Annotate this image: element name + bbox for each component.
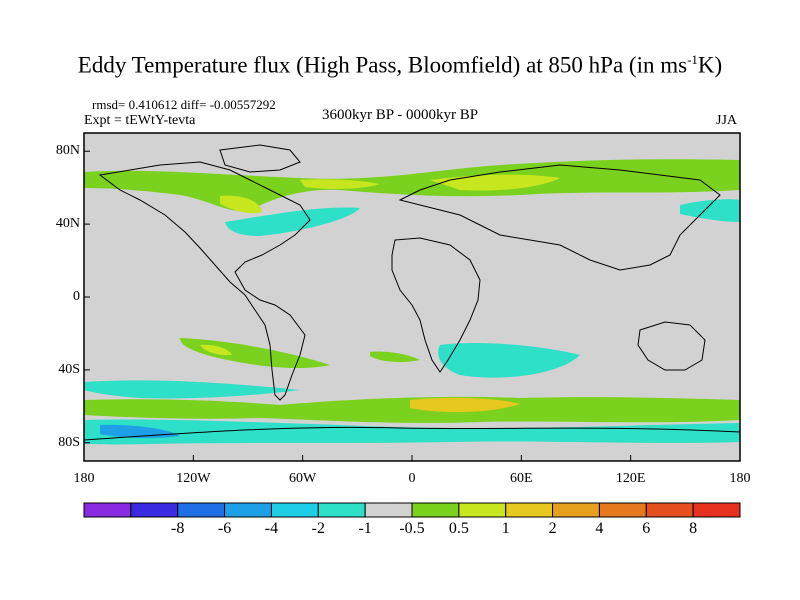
colorbar-swatch [83, 502, 132, 518]
colorbar-label: 4 [595, 520, 604, 537]
colorbar-swatch [317, 502, 366, 518]
colorbar-label: 1 [501, 520, 510, 537]
nh-yellow-patch-3 [220, 195, 262, 214]
sh-indian-negative [438, 343, 580, 378]
experiment-label: Expt = tEWtY-tevta [84, 113, 196, 128]
sh-circumpolar-negative [84, 419, 740, 445]
lon-tick-label: 60E [510, 471, 533, 486]
lat-tick-label: 80N [55, 143, 80, 159]
lon-tick-label: 60W [289, 471, 317, 486]
lon-tick-label: 120W [176, 471, 211, 486]
lon-tick-label: 180 [729, 471, 751, 486]
lat-tick-label: 0 [73, 289, 80, 304]
colorbar-swatch [692, 502, 741, 518]
axis-ticks [83, 150, 741, 461]
colorbar-swatch [177, 502, 226, 518]
colorbar-label: -4 [264, 520, 279, 537]
colorbar-label: -2 [311, 520, 325, 537]
colorbar-swatch [224, 502, 272, 518]
map-title: Eddy Temperature flux (High Pass, Bloomf… [77, 52, 723, 78]
sh-pacific-green [180, 338, 330, 369]
colorbar-label: 2 [548, 520, 557, 537]
colorbar-swatch [645, 502, 694, 518]
flux-field [84, 133, 740, 461]
colorbar-label: 6 [642, 520, 651, 537]
colorbar-label: -1 [358, 520, 372, 537]
colorbar-swatch [411, 502, 460, 518]
colorbar-label: -0.5 [399, 520, 425, 537]
nh-positive-band [84, 159, 740, 212]
nh-yellow-patch-2 [300, 179, 380, 189]
period-label: 3600kyr BP - 0000kyr BP [322, 107, 479, 123]
lat-tick-label: 40S [58, 361, 80, 377]
sh-pacific-yellow [200, 344, 232, 356]
colorbar-swatch [505, 502, 554, 518]
coastlines [84, 144, 740, 441]
sh-orange-patch [410, 397, 520, 413]
sh-south-pacific-negative [84, 380, 300, 399]
australia-outline [637, 321, 706, 371]
lon-tick-label: 120E [615, 471, 646, 486]
colorbar [83, 502, 741, 518]
colorbar-swatch [130, 502, 179, 518]
colorbar-swatch [552, 502, 600, 518]
season-label: JJA [716, 113, 738, 128]
nh-yellow-patch [430, 174, 560, 191]
colorbar-swatch [458, 502, 507, 518]
lat-tick-label: 80S [58, 434, 80, 450]
antarctica-outline [84, 426, 740, 441]
africa-outline [391, 237, 481, 373]
americas-outline [98, 161, 311, 401]
colorbar-swatch [598, 502, 647, 518]
stats-text: rmsd= 0.410612 diff= -0.00557292 [92, 97, 276, 112]
greenland-outline [219, 144, 301, 173]
colorbar-label: 8 [689, 520, 698, 537]
sh-atlantic-green [370, 351, 420, 363]
sh-40s-green-band [84, 396, 740, 423]
lon-tick-label: 0 [408, 471, 416, 486]
colorbar-label: 0.5 [448, 520, 469, 537]
colorbar-swatch [270, 502, 319, 518]
nh-negative-east [680, 199, 740, 222]
colorbar-swatch [364, 502, 413, 518]
lat-tick-label: 40N [55, 216, 80, 232]
colorbar-label: -8 [171, 520, 185, 537]
nh-negative-band [225, 207, 360, 236]
colorbar-label: -6 [217, 520, 232, 537]
eurasia-outline [398, 164, 721, 271]
lon-tick-label: 180 [73, 471, 95, 486]
